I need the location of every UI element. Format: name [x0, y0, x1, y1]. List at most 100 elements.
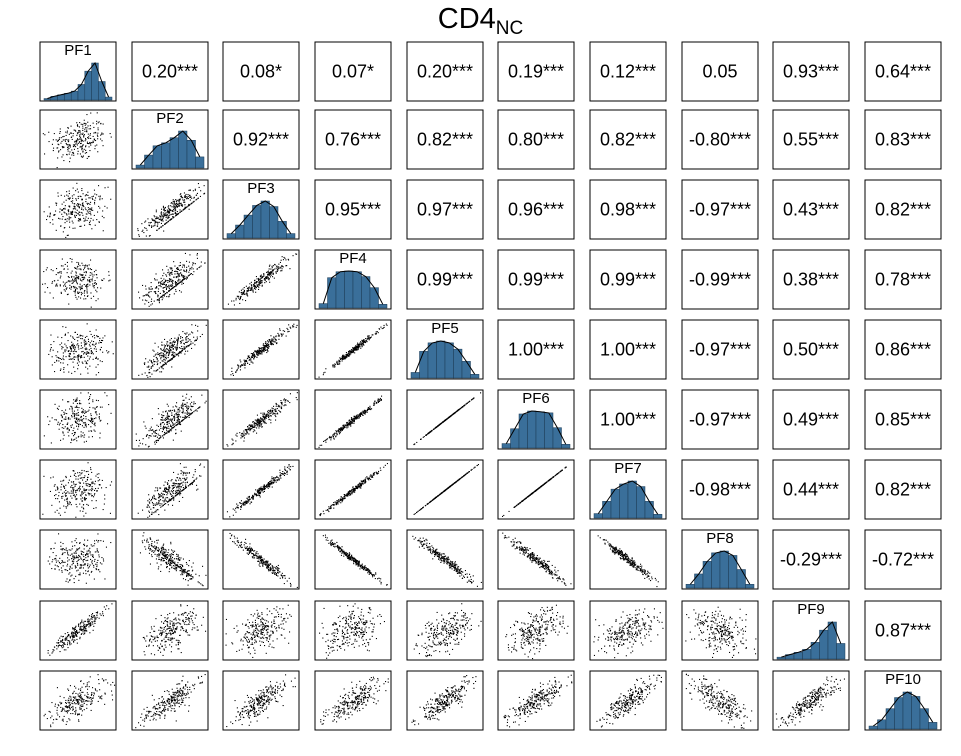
- scatter-point: [169, 210, 171, 212]
- scatter-point: [332, 434, 334, 436]
- scatter-point: [172, 351, 174, 353]
- scatter-point: [154, 278, 156, 280]
- scatter-point: [57, 143, 59, 145]
- scatter-point: [61, 209, 63, 211]
- scatter-point: [76, 282, 78, 284]
- scatter-point: [377, 398, 379, 400]
- scatter-point: [91, 419, 93, 421]
- scatter-point: [163, 358, 165, 360]
- scatter-point: [265, 281, 267, 283]
- scatter-point: [62, 431, 64, 433]
- scatter-point: [231, 367, 233, 369]
- scatter-point: [248, 428, 250, 430]
- scatter-point: [186, 410, 188, 412]
- scatter-point: [196, 484, 198, 486]
- scatter-point: [156, 424, 158, 426]
- scatter-point: [159, 355, 161, 357]
- scatter-point: [81, 212, 83, 214]
- scatter-point: [272, 413, 274, 415]
- scatter-point: [71, 345, 73, 347]
- scatter-point: [344, 357, 346, 359]
- scatter-point: [182, 484, 184, 486]
- scatter-point: [259, 282, 261, 284]
- scatter-point: [83, 508, 85, 510]
- panel-frame: [497, 249, 575, 310]
- panel-r3-c5: 0.97***: [406, 179, 484, 240]
- scatter-point: [78, 214, 80, 216]
- scatter-point: [77, 276, 79, 278]
- scatter-point: [62, 438, 64, 440]
- scatter-point: [167, 504, 169, 506]
- scatter-point: [77, 195, 79, 197]
- scatter-point: [190, 396, 192, 398]
- scatter-point: [244, 363, 246, 365]
- scatter-point: [254, 285, 256, 287]
- scatter-point: [285, 265, 287, 267]
- scatter-point: [262, 276, 264, 278]
- scatter-point: [155, 218, 157, 220]
- scatter-point: [86, 194, 88, 196]
- scatter-point: [82, 486, 84, 488]
- scatter-point: [158, 353, 160, 355]
- histogram-bar: [135, 164, 145, 169]
- scatter-point: [243, 290, 245, 292]
- scatter-point: [191, 331, 193, 333]
- scatter-point: [112, 353, 114, 355]
- scatter-point: [164, 207, 166, 209]
- scatter-point: [252, 421, 254, 423]
- scatter-point: [63, 371, 65, 373]
- scatter-point: [61, 348, 63, 350]
- scatter-point: [162, 284, 164, 286]
- panel-r5-c9: 0.50***: [772, 319, 850, 380]
- scatter-point: [175, 421, 177, 423]
- scatter-point: [158, 514, 160, 516]
- scatter-point: [86, 342, 88, 344]
- scatter-point: [65, 142, 67, 144]
- histogram-bar: [561, 444, 571, 449]
- scatter-point: [154, 361, 156, 363]
- scatter-point: [100, 134, 102, 136]
- scatter-point: [56, 268, 58, 270]
- scatter-point: [171, 366, 173, 368]
- scatter-point: [81, 274, 83, 276]
- scatter-point: [182, 197, 184, 199]
- scatter-point: [82, 129, 84, 131]
- scatter-point: [346, 355, 348, 357]
- scatter-point: [197, 408, 199, 410]
- scatter-point: [168, 350, 170, 352]
- scatter-point: [188, 261, 190, 263]
- scatter-point: [278, 406, 280, 408]
- scatter-point: [154, 503, 156, 505]
- scatter-point: [329, 437, 331, 439]
- scatter-point: [68, 219, 70, 221]
- scatter-point: [243, 440, 245, 442]
- scatter-point: [248, 286, 250, 288]
- scatter-point: [67, 503, 69, 505]
- scatter-point: [182, 481, 184, 483]
- scatter-point: [88, 351, 90, 353]
- scatter-point: [186, 413, 188, 415]
- scatter-point: [156, 364, 158, 366]
- scatter-point: [169, 214, 171, 216]
- scatter-point: [51, 356, 53, 358]
- scatter-point: [51, 504, 53, 506]
- scatter-point: [178, 484, 180, 486]
- scatter-point: [72, 210, 74, 212]
- scatter-point: [155, 221, 157, 223]
- scatter-point: [154, 220, 156, 222]
- scatter-point: [72, 413, 74, 415]
- scatter-point: [168, 486, 170, 488]
- scatter-point: [77, 472, 79, 474]
- scatter-point: [256, 278, 258, 280]
- scatter-point: [173, 342, 175, 344]
- scatter-point: [167, 269, 169, 271]
- scatter-point: [109, 133, 111, 135]
- scatter-point: [191, 324, 193, 326]
- scatter-point: [258, 286, 260, 288]
- scatter-point: [363, 344, 365, 346]
- scatter-point: [75, 289, 77, 291]
- scatter-point: [241, 436, 243, 438]
- scatter-point: [69, 205, 71, 207]
- scatter-point: [160, 219, 162, 221]
- scatter-point: [84, 290, 86, 292]
